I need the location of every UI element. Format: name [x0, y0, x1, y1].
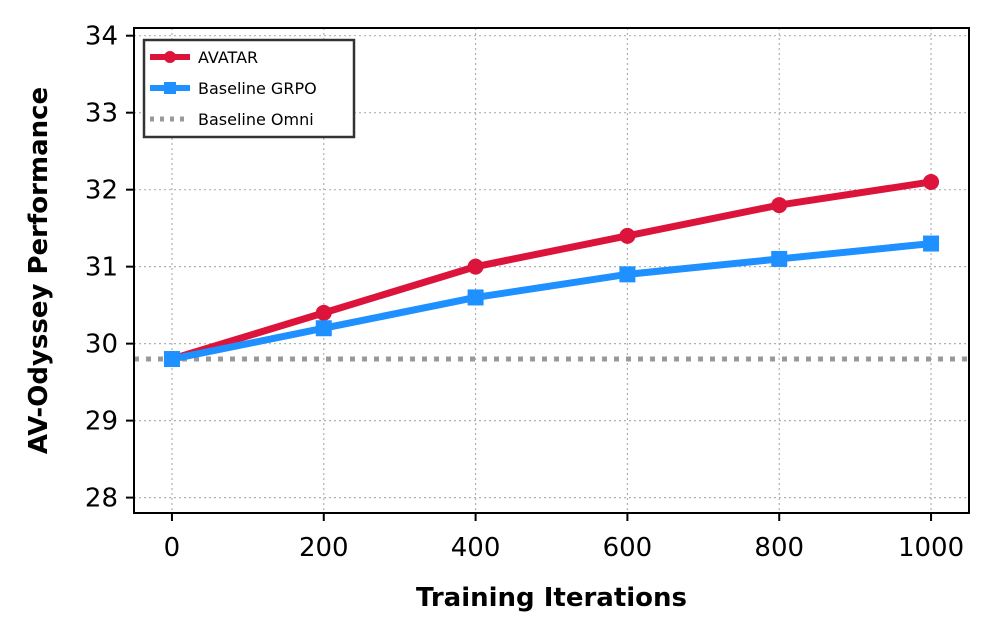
- y-tick-label: 34: [85, 22, 118, 52]
- data-point-baseline-grpo: [315, 320, 332, 337]
- legend: AVATAR Baseline GRPO Baseline Omni: [142, 38, 356, 139]
- data-point-avatar: [315, 304, 332, 321]
- series-markers: [163, 173, 940, 368]
- legend-label: Baseline Omni: [198, 110, 314, 129]
- legend-label: Baseline GRPO: [198, 79, 317, 98]
- y-axis-ticks: 28 29 30 31 32 33 34: [85, 22, 134, 514]
- y-axis-title: AV-Odyssey Performance: [24, 87, 54, 454]
- legend-swatch-marker: [164, 82, 176, 94]
- x-axis-ticks: 0 200 400 600 800 1000: [164, 513, 964, 563]
- x-tick-label: 800: [754, 533, 804, 563]
- series-lines: [168, 178, 935, 363]
- data-point-avatar: [771, 197, 788, 214]
- y-tick-label: 28: [85, 484, 118, 514]
- data-point-baseline-grpo: [163, 351, 180, 368]
- x-tick-label: 600: [603, 533, 653, 563]
- y-tick-label: 32: [85, 176, 118, 206]
- legend-swatch-marker: [164, 51, 176, 63]
- data-point-baseline-grpo: [771, 250, 788, 267]
- plot-frame: [133, 27, 970, 514]
- y-tick-label: 29: [85, 407, 118, 437]
- y-tick-label: 31: [85, 253, 118, 283]
- data-point-baseline-grpo: [467, 289, 484, 306]
- data-point-avatar: [923, 173, 940, 190]
- series-line-baseline-grpo: [168, 240, 935, 363]
- legend-label: AVATAR: [198, 48, 258, 67]
- data-point-avatar: [467, 258, 484, 275]
- x-tick-label: 200: [299, 533, 349, 563]
- data-point-avatar: [619, 227, 636, 244]
- x-tick-label: 400: [451, 533, 501, 563]
- y-tick-label: 33: [85, 99, 118, 129]
- series-line-avatar: [168, 178, 935, 363]
- x-tick-label: 0: [164, 533, 181, 563]
- data-point-baseline-grpo: [923, 235, 940, 252]
- data-point-baseline-grpo: [619, 266, 636, 283]
- x-tick-label: 1000: [898, 533, 964, 563]
- x-axis-title: Training Iterations: [416, 583, 687, 613]
- y-tick-label: 30: [85, 330, 118, 360]
